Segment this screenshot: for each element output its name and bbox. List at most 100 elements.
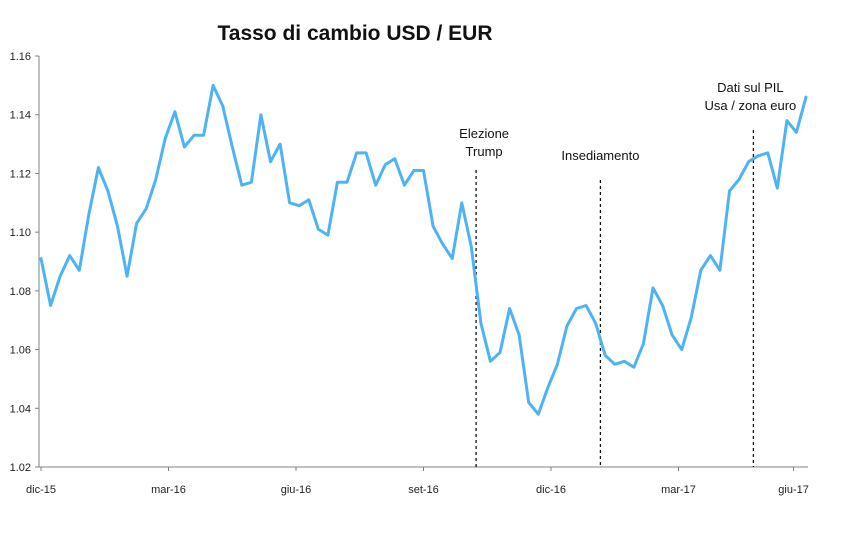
data-point [164,137,167,140]
y-axis-ticks: 1.02 1.04 1.06 1.08 1.10 1.12 1.14 1.16 [10,51,39,474]
data-point [450,257,454,260]
data-point [240,183,244,187]
data-point [728,189,731,193]
data-point [795,131,798,134]
data-point [288,201,291,204]
data-point [364,151,368,155]
data-point [680,348,683,351]
data-point [489,360,492,363]
data-point [116,225,119,228]
series-line [39,83,808,416]
x-tick-label: mar-17 [661,484,696,496]
data-point [317,228,320,231]
annotation-label: Elezione [459,126,509,141]
data-point [412,169,416,172]
data-point [470,245,473,249]
data-point [211,84,215,87]
data-point [135,222,138,225]
y-tick-label: 1.10 [10,227,31,239]
data-point [278,142,282,146]
data-point [517,333,521,337]
data-point [221,104,224,108]
data-point [479,321,483,325]
data-point [374,183,377,187]
annotations: Elezione Trump Insediamento Dati sul PIL Usa… [459,80,796,467]
data-point [661,304,664,307]
data-point [250,181,253,184]
x-tick-label: dic-16 [536,484,566,496]
data-point [307,198,310,202]
chart-title: Tasso di cambio USD / EUR [218,22,493,45]
data-point [603,354,607,357]
data-point [58,274,62,278]
data-point [192,134,196,137]
data-point [785,119,789,122]
x-axis-ticks: dic-15 mar-16 giu-16 set-16 dic-16 mar-17 giu-… [26,467,809,496]
data-point [756,154,760,158]
data-point [269,160,272,163]
data-point [690,316,693,319]
data-point [709,254,712,257]
data-point [537,412,540,416]
data-point [651,286,655,290]
data-point [670,333,674,337]
data-point [776,186,779,190]
x-tick-label: giu-16 [281,484,312,496]
data-point [125,274,129,278]
data-point [508,307,511,310]
data-point [718,269,722,272]
y-tick-label: 1.16 [10,51,31,63]
data-point [154,178,157,181]
annotation-label: Usa / zona euro [705,98,797,113]
data-point [632,365,636,369]
data-point [441,242,444,246]
data-point [527,401,530,404]
data-point [297,204,301,207]
data-point [68,254,71,257]
series-layer [39,83,808,416]
data-point [106,189,110,193]
data-point [431,225,435,228]
data-point [231,145,234,149]
data-point [613,363,616,366]
data-point [384,163,387,166]
data-point [144,207,148,210]
data-point [737,178,741,181]
y-tick-label: 1.04 [10,403,31,415]
data-point [565,324,569,328]
data-point [623,360,626,363]
data-point [202,134,205,137]
data-point [183,145,186,149]
data-point [355,151,358,155]
y-tick-label: 1.02 [10,462,31,474]
x-tick-label: set-16 [408,484,439,496]
data-point [594,321,597,325]
data-point [259,113,263,116]
annotation-label: Insediamento [561,148,639,163]
data-point [173,110,177,113]
y-tick-label: 1.08 [10,286,31,298]
data-point [460,201,463,204]
data-point [556,363,559,366]
annotation-label: Dati sul PIL [717,80,783,95]
data-point [345,181,349,184]
y-tick-label: 1.06 [10,345,31,357]
data-point [747,160,750,163]
y-tick-label: 1.14 [10,110,31,122]
data-point [49,304,52,307]
data-point [403,183,406,187]
data-point [87,213,91,216]
data-point [699,269,703,272]
data-point [575,307,578,310]
x-tick-label: giu-17 [778,484,809,496]
y-tick-label: 1.12 [10,168,31,180]
data-point [642,342,645,345]
data-point [766,151,769,155]
x-tick-label: dic-15 [26,484,56,496]
data-point [336,181,339,184]
data-point [39,257,43,260]
data-point [97,166,100,169]
x-tick-label: mar-16 [151,484,186,496]
data-point [393,157,397,160]
data-point [422,169,425,172]
